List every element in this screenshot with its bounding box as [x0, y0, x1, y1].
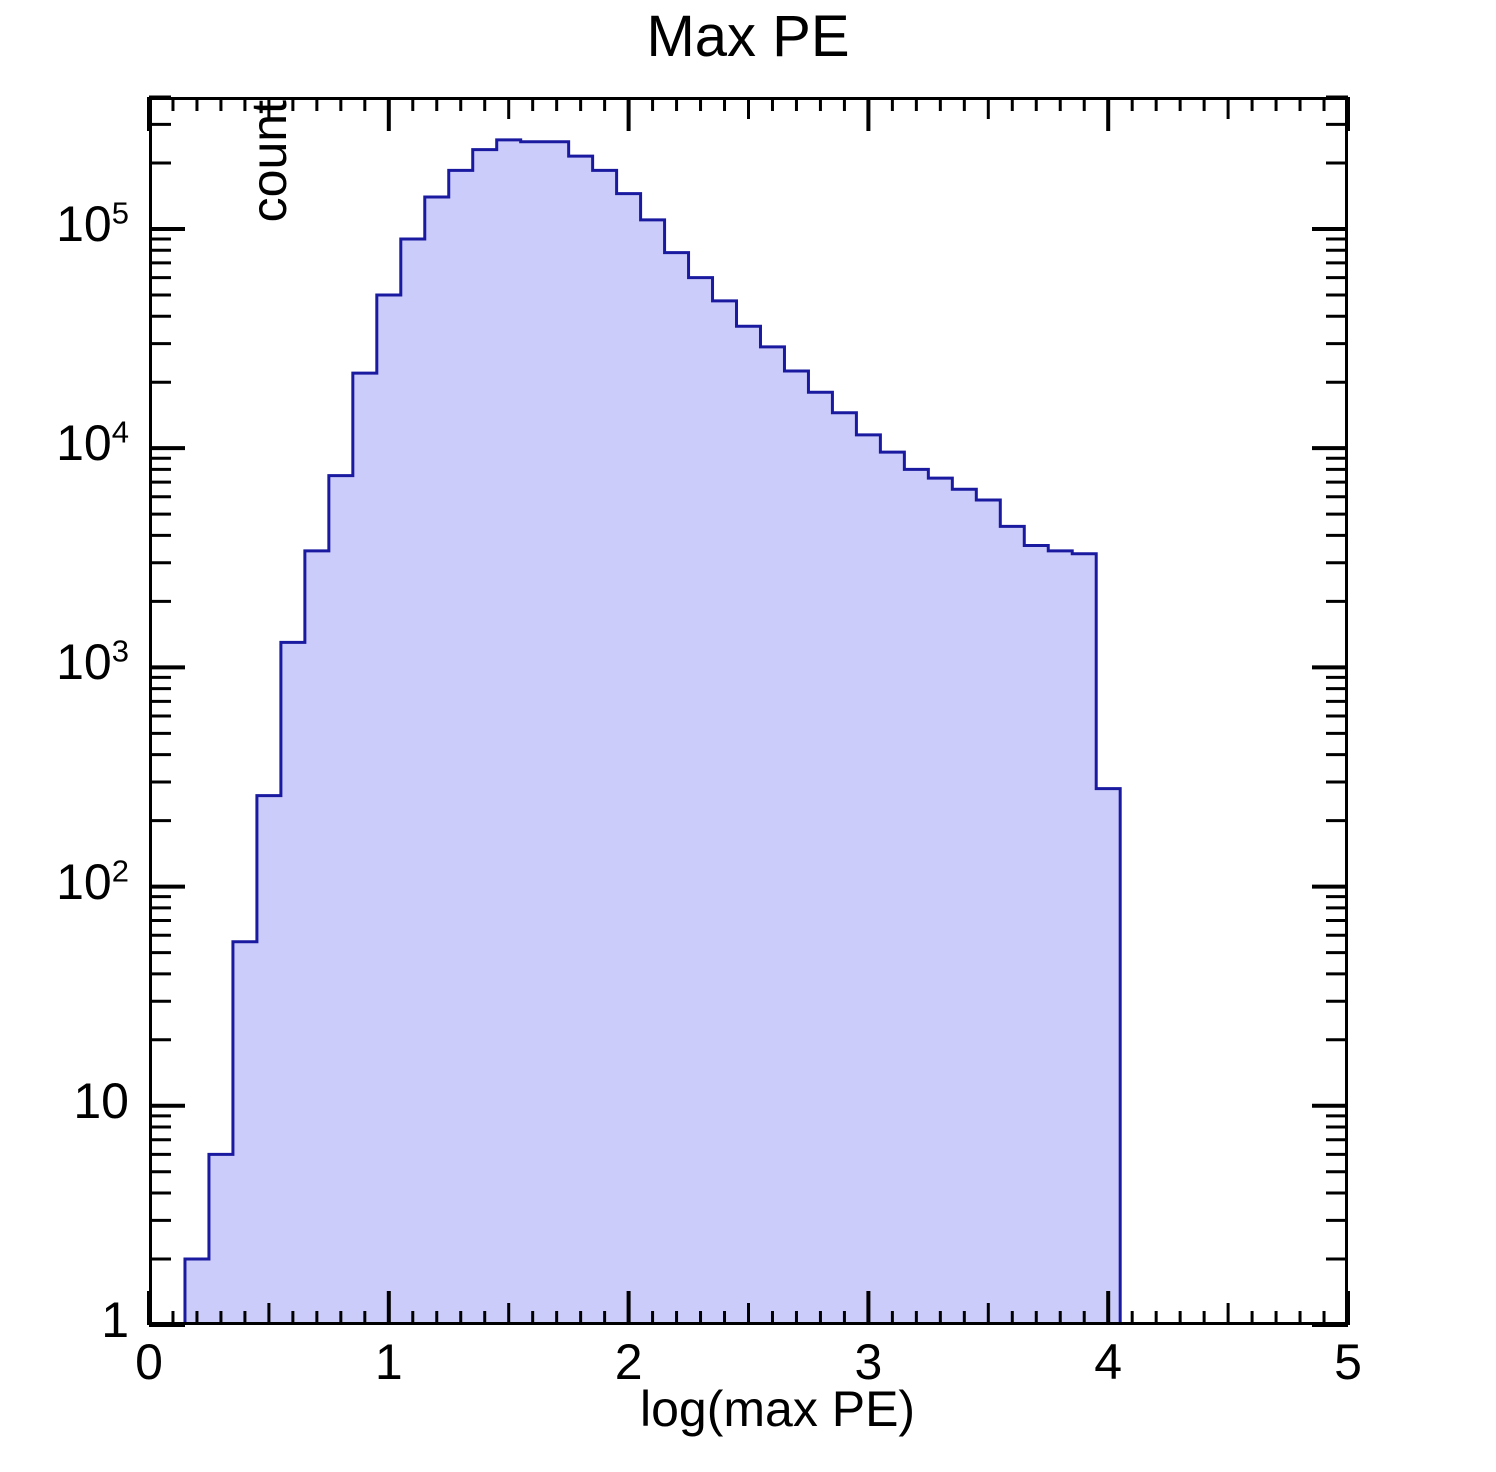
y-tick-label: 102 [56, 852, 129, 910]
histogram-outline [183, 138, 1122, 1325]
x-tick-label: 2 [614, 1334, 643, 1390]
histogram-fill [184, 139, 1121, 1326]
x-tick-label: 1 [374, 1334, 403, 1390]
y-tick-label: 104 [56, 414, 129, 472]
histogram-series [183, 138, 1122, 1326]
plot-area: 1 10 102 103 104 105 0 1 2 3 4 5 [56, 95, 1362, 1387]
chart-title: Max PE [646, 4, 850, 69]
x-tick-label: 3 [854, 1334, 883, 1390]
x-tick-label: 5 [1334, 1334, 1362, 1390]
axis-ticks [147, 95, 1350, 1327]
x-tick-label: 4 [1094, 1334, 1123, 1390]
y-tick-label: 1 [101, 1292, 129, 1348]
x-tick-label: 0 [135, 1334, 163, 1390]
y-tick-label: 103 [56, 633, 129, 691]
x-axis-title: log(max PE) [640, 1381, 916, 1437]
y-tick-label: 10 [73, 1072, 129, 1129]
y-tick-label: 105 [56, 195, 129, 252]
